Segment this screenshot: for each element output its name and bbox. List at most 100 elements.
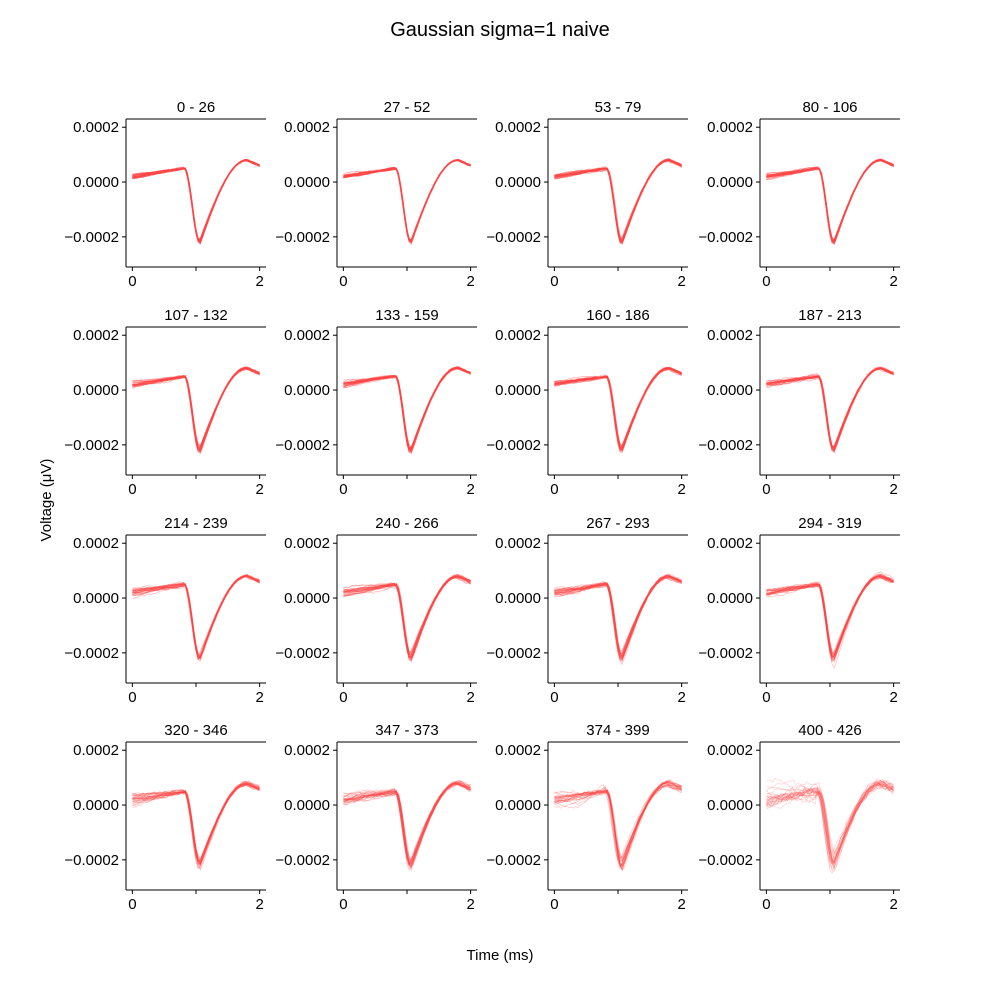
waveform-trace [343,577,471,654]
waveform-trace [132,368,260,447]
subplot: 214 - 239 0.0002 0.0000 −0.0002 0 2 [64,515,266,706]
waveform-trace [343,782,471,867]
waveform-trace [766,368,894,450]
waveform-trace [343,159,471,242]
waveform-trace [766,158,894,245]
waveform-trace [766,367,894,452]
waveform-trace [132,576,260,655]
waveform-trace [343,575,471,658]
waveform-trace [343,367,471,452]
waveform-trace [766,576,894,657]
waveform-trace [766,780,894,865]
waveform-trace [554,573,682,666]
waveform-trace [766,576,894,657]
y-tick-label: −0.0002 [275,645,330,662]
waveform-trace [132,366,260,455]
waveform-trace [554,367,682,452]
waveform-trace [343,366,471,454]
waveform-trace [766,159,894,244]
waveform-trace [554,159,682,241]
waveform-trace [343,367,471,451]
waveform-trace [132,781,260,871]
waveform-trace [554,159,682,243]
waveform-trace [132,574,260,659]
waveform-trace [766,571,894,669]
y-tick-label: −0.0002 [486,437,541,454]
waveform-trace [766,367,894,451]
waveform-trace [766,577,894,655]
waveform-trace [766,784,894,862]
y-tick-label: 0.0002 [284,535,330,552]
waveform-trace [554,159,682,243]
waveform-trace [554,780,682,871]
waveform-trace [766,367,894,453]
waveform-trace [554,574,682,661]
waveform-trace [132,367,260,451]
waveform-trace [554,159,682,242]
waveform-trace [343,782,471,864]
trace-group [132,780,260,871]
waveform-trace [766,158,894,243]
waveform-trace [554,159,682,242]
x-tick-label: 2 [677,273,685,290]
waveform-trace [766,158,894,244]
waveform-trace [766,160,894,242]
waveform-trace [343,160,471,240]
waveform-trace [766,779,894,872]
figure-title: Gaussian sigma=1 naive [390,19,610,41]
waveform-trace [554,785,682,860]
y-tick-label: −0.0002 [698,852,753,869]
waveform-trace [132,783,260,866]
waveform-trace [343,576,471,659]
waveform-trace [343,366,471,455]
y-tick-label: −0.0002 [486,645,541,662]
trace-group [343,158,471,246]
waveform-trace [554,368,682,447]
waveform-trace [554,576,682,654]
waveform-trace [132,781,260,867]
y-tick-label: 0.0002 [284,327,330,344]
waveform-trace [554,157,682,244]
waveform-trace [554,574,682,661]
waveform-trace [766,781,894,870]
y-tick-label: 0.0002 [707,742,753,759]
waveform-trace [766,367,894,452]
waveform-trace [554,784,682,861]
waveform-trace [132,575,260,660]
waveform-trace [554,159,682,243]
waveform-trace [766,575,894,657]
waveform-trace [766,367,894,450]
waveform-trace [554,367,682,449]
y-tick-label: 0.0000 [73,174,119,191]
waveform-trace [554,576,682,657]
waveform-trace [343,159,471,243]
waveform-trace [343,367,471,452]
waveform-trace [343,781,471,866]
waveform-trace [766,782,894,859]
x-tick-label: 2 [677,689,685,706]
waveform-trace [766,367,894,450]
waveform-trace [554,367,682,449]
waveform-trace [766,158,894,245]
waveform-trace [343,784,471,862]
y-tick-label: −0.0002 [64,437,119,454]
waveform-trace [554,368,682,449]
waveform-trace [132,575,260,659]
waveform-trace [766,782,894,865]
subplot: 160 - 186 0.0002 0.0000 −0.0002 0 2 [486,307,688,498]
waveform-trace [343,159,471,241]
y-tick-label: 0.0000 [495,382,541,399]
waveform-trace [766,574,894,663]
y-tick-label: 0.0000 [495,174,541,191]
y-tick-label: 0.0002 [707,119,753,136]
waveform-trace [132,784,260,861]
waveform-trace [343,575,471,658]
waveform-trace [554,784,682,862]
y-tick-label: −0.0002 [275,852,330,869]
waveform-trace [554,780,682,867]
waveform-trace [132,783,260,866]
waveform-trace [554,781,682,868]
waveform-trace [554,366,682,451]
waveform-trace [766,160,894,240]
waveform-trace [554,577,682,653]
